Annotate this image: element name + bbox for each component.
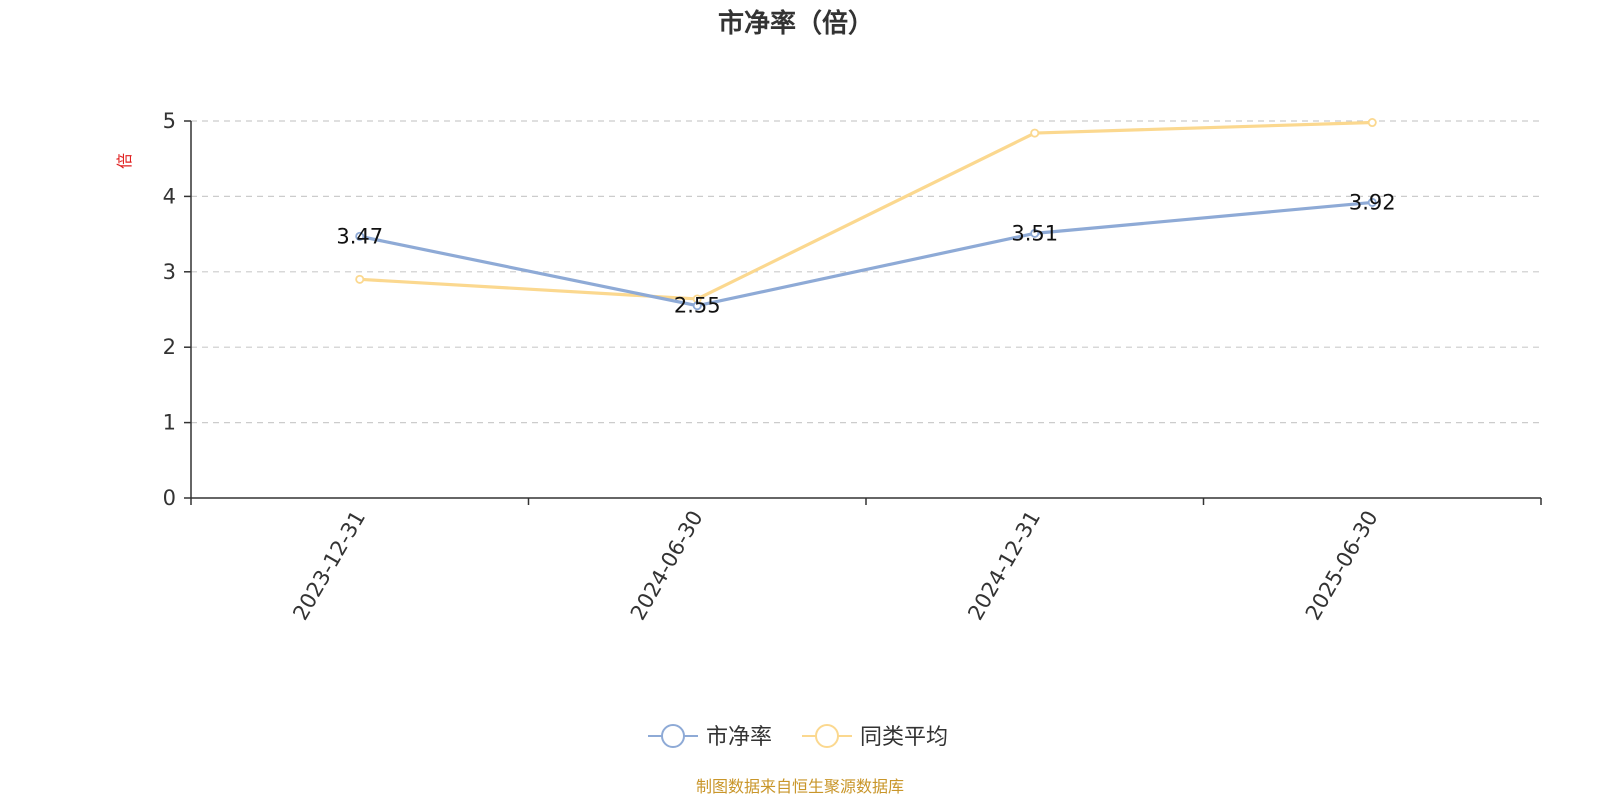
data-label: 3.51: [1011, 221, 1058, 245]
series-0: [355, 197, 1377, 311]
x-tick-label: 2023-12-31: [288, 507, 370, 625]
data-point: [355, 231, 365, 241]
x-tick-label: 2024-06-30: [626, 507, 708, 625]
legend-label: 同类平均: [860, 725, 948, 750]
y-tick-label: 5: [163, 109, 176, 133]
legend-marker: [661, 724, 685, 748]
data-point: [1367, 197, 1377, 207]
series-line: [358, 120, 1374, 301]
data-labels: 3.47 2.55 3.51 3.92: [336, 190, 1395, 317]
data-label: 3.47: [336, 224, 383, 248]
y-tick-label: 1: [163, 411, 176, 435]
y-tick-label: 0: [163, 486, 176, 510]
series-1: [355, 118, 1377, 304]
axes: 0 1 2 3 4 5 2023-12-31 2024-06-30 2024-12-31 2025…: [163, 109, 1542, 625]
grid-lines: [191, 120, 1541, 424]
legend-marker: [815, 724, 839, 748]
x-tick-label: 2024-12-31: [963, 507, 1045, 625]
data-point: [692, 301, 702, 311]
chart-title: 市净率（倍）: [718, 8, 874, 39]
y-tick-label: 4: [163, 184, 176, 208]
y-tick-label: 3: [163, 260, 176, 284]
data-point: [1030, 128, 1040, 138]
legend-item-0[interactable]: 市净率: [648, 724, 772, 750]
data-point: [1367, 118, 1377, 128]
legend[interactable]: 市净率 同类平均: [648, 724, 948, 750]
legend-item-1[interactable]: 同类平均: [802, 724, 948, 750]
data-label: 3.92: [1349, 190, 1396, 214]
y-axis-label: 倍: [115, 153, 134, 169]
source-note: 制图数据来自恒生聚源数据库: [696, 777, 904, 796]
series-layer: 3.47 2.55 3.51 3.92: [336, 118, 1396, 318]
y-tick-label: 2: [163, 335, 176, 359]
data-point: [1030, 228, 1040, 238]
data-point: [355, 274, 365, 284]
legend-label: 市净率: [706, 725, 772, 750]
data-label: 2.55: [674, 294, 721, 318]
series-line: [358, 200, 1374, 308]
x-tick-label: 2025-06-30: [1301, 507, 1383, 625]
